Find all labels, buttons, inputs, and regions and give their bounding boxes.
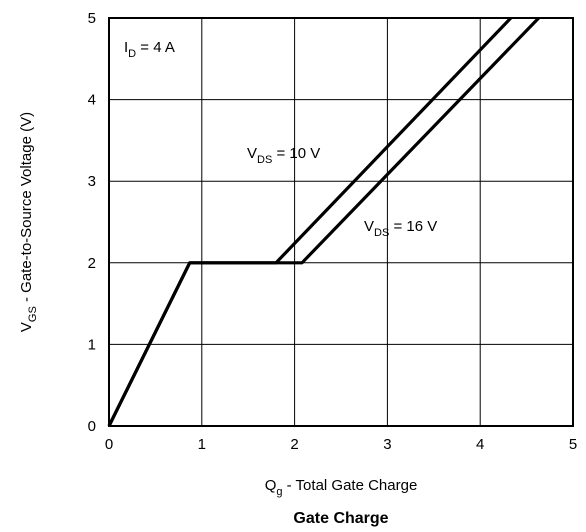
- x-tick-label-5: 5: [569, 436, 577, 453]
- y-axis-title: VGS - Gate-to-Source Voltage (V): [18, 112, 39, 332]
- x-tick-label-0: 0: [105, 436, 113, 453]
- x-axis-title: Qg - Total Gate Charge: [265, 477, 418, 498]
- series-line-1: [107, 16, 540, 427]
- y-tick-label-1: 1: [88, 336, 96, 353]
- annotation-vds-10: VDS = 10 V: [247, 145, 320, 166]
- y-tick-label-5: 5: [88, 10, 96, 27]
- x-tick-label-1: 1: [198, 436, 206, 453]
- annotation-vds-16: VDS = 16 V: [364, 218, 437, 239]
- x-tick-label-2: 2: [290, 436, 298, 453]
- annotation-id: ID = 4 A: [124, 39, 175, 60]
- chart-title: Gate Charge: [293, 510, 388, 527]
- y-axis-ticks: 0 1 2 3 4 5: [88, 10, 96, 435]
- y-tick-label-3: 3: [88, 173, 96, 190]
- y-tick-label-4: 4: [88, 92, 96, 109]
- x-axis-ticks: 0 1 2 3 4 5: [105, 436, 577, 453]
- plot-frame: [108, 17, 574, 427]
- series-line-0: [107, 16, 512, 427]
- y-tick-label-2: 2: [88, 255, 96, 272]
- x-tick-label-4: 4: [476, 436, 484, 453]
- x-tick-label-3: 3: [383, 436, 391, 453]
- grid: [109, 18, 573, 426]
- series-layer: [107, 16, 540, 427]
- y-tick-label-0: 0: [88, 418, 96, 435]
